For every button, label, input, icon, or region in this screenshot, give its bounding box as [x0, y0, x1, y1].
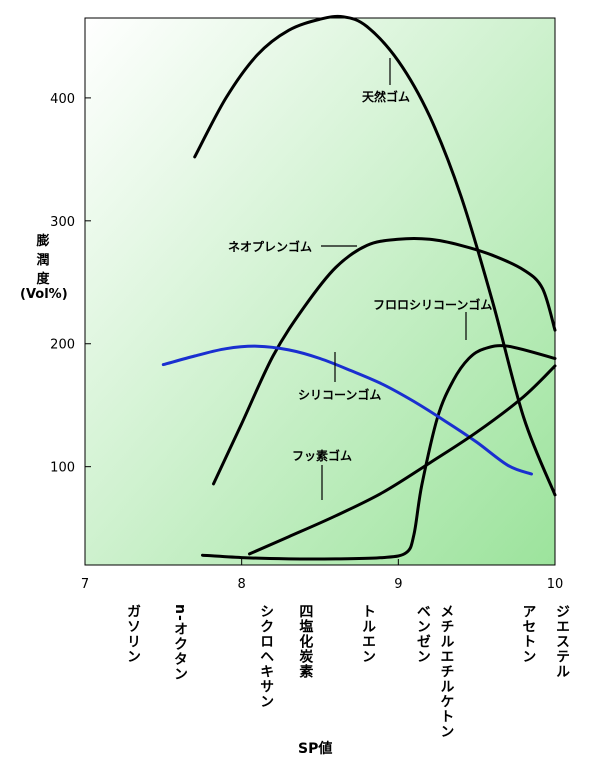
series-label-natural-rubber: 天然ゴム	[362, 58, 410, 104]
y-axis-label: 膨 潤 度 (Vol%)	[20, 230, 68, 302]
svg-text:天然ゴム: 天然ゴム	[362, 89, 410, 104]
plot-area	[84, 17, 556, 566]
solvent-label-2: n-オクタン	[172, 604, 188, 682]
x-tick-label-1: 7	[81, 577, 89, 592]
y-tick-label-1: 100	[50, 461, 75, 476]
solvent-label-4: 四塩化炭素	[297, 604, 314, 679]
svg-text:シリコーンゴム: シリコーンゴム	[298, 387, 381, 402]
series-line-4	[161, 344, 533, 476]
series-label-silicone: シリコーンゴム	[298, 352, 381, 402]
y-tick-label-3: 300	[50, 215, 75, 230]
y-axis-label-char-3: 度	[36, 272, 50, 287]
series-line-3	[201, 344, 557, 561]
lines-layer	[161, 14, 557, 561]
series-label-neoprene: ネオプレンゴム	[228, 239, 357, 254]
y-axis-label-unit: (Vol%)	[20, 287, 68, 302]
svg-text:ネオプレンゴム: ネオプレンゴム	[228, 239, 312, 254]
svg-text:フロロシリコーンゴム: フロロシリコーンゴム	[373, 297, 492, 312]
ticks-layer: 100 200 300 400 7 8 9 10	[50, 92, 563, 592]
x-axis-label: SP値	[298, 741, 333, 757]
solvent-label-5: トルエン	[360, 604, 376, 664]
solvent-label-3: シクロヘキサン	[258, 604, 275, 709]
x-tick-label-3: 9	[394, 577, 402, 592]
series-line-5	[248, 364, 557, 556]
x-tick-label-4: 10	[547, 577, 564, 592]
y-axis-label-char-2: 潤	[36, 253, 50, 268]
solvent-label-7: メチルエチルケトン	[438, 604, 455, 739]
y-axis-label-char-1: 膨	[36, 234, 50, 249]
solvent-label-1: ガソリン	[125, 604, 141, 664]
y-tick-label-2: 200	[50, 338, 75, 353]
series-label-fluoro: フッ素ゴム	[292, 448, 352, 500]
solvent-label-9: ジエステル	[554, 604, 570, 679]
x-tick-label-2: 8	[238, 577, 246, 592]
series-line-1	[193, 14, 557, 497]
svg-text:フッ素ゴム: フッ素ゴム	[292, 448, 352, 463]
series-line-2	[212, 236, 557, 486]
y-tick-label-4: 400	[50, 92, 75, 107]
solvent-label-8: アセトン	[520, 604, 537, 664]
solvent-label-6: ベンゼン	[414, 604, 431, 664]
series-label-fluorosilicone: フロロシリコーンゴム	[373, 297, 492, 340]
